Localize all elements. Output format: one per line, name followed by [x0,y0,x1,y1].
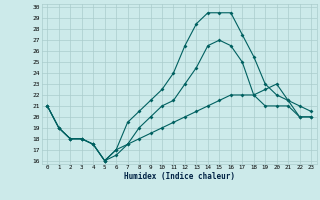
X-axis label: Humidex (Indice chaleur): Humidex (Indice chaleur) [124,172,235,181]
